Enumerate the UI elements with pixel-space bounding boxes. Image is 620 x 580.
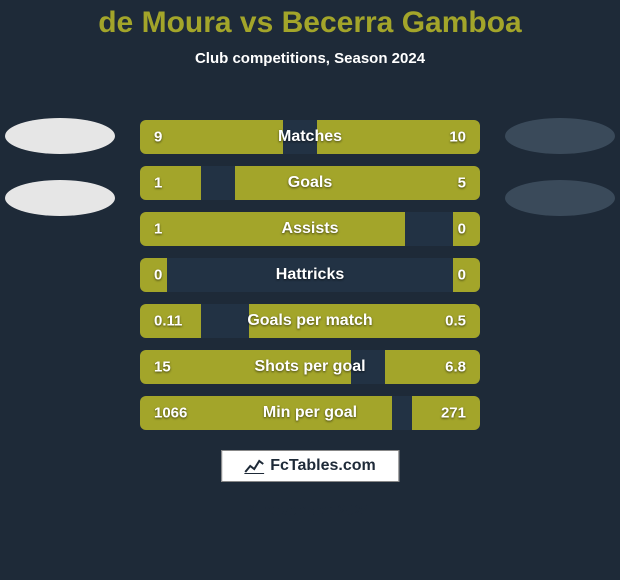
bar-value-left: 9 (154, 129, 162, 146)
bar-value-right: 0.5 (445, 313, 466, 330)
player-right-logos (500, 118, 620, 216)
bar-left (140, 212, 405, 246)
stat-row-1: 1 5 Goals (140, 166, 480, 200)
bar-value-left: 15 (154, 359, 171, 376)
right-ellipse-1 (505, 118, 615, 154)
footer-attribution: FcTables.com (221, 450, 399, 482)
bar-label: Goals (288, 174, 332, 192)
stat-row-0: 9 10 Matches (140, 120, 480, 154)
bar-label: Shots per goal (254, 358, 365, 376)
stat-row-2: 1 0 Assists (140, 212, 480, 246)
bar-value-left: 0.11 (154, 313, 182, 330)
bar-label: Assists (282, 220, 339, 238)
bar-value-left: 1 (154, 175, 162, 192)
bar-value-right: 0 (458, 267, 466, 284)
bar-right (235, 166, 480, 200)
bar-value-right: 271 (441, 405, 466, 422)
left-ellipse-2 (5, 180, 115, 216)
footer-date: 4 november 2024 (249, 502, 371, 519)
bar-value-right: 10 (449, 129, 466, 146)
chart-subtitle: Club competitions, Season 2024 (0, 50, 620, 67)
stat-row-6: 1066 271 Min per goal (140, 396, 480, 430)
stat-row-3: 0 0 Hattricks (140, 258, 480, 292)
comparison-chart: de Moura vs Becerra Gamboa Club competit… (0, 0, 620, 580)
player-left-logos (0, 118, 120, 216)
bar-label: Goals per match (247, 312, 372, 330)
left-ellipse-1 (5, 118, 115, 154)
bar-label: Hattricks (276, 266, 344, 284)
bar-value-left: 0 (154, 267, 162, 284)
bar-value-right: 5 (458, 175, 466, 192)
chart-icon (244, 458, 264, 474)
bar-label: Min per goal (263, 404, 357, 422)
bar-value-right: 6.8 (445, 359, 466, 376)
stat-row-5: 15 6.8 Shots per goal (140, 350, 480, 384)
footer-text: FcTables.com (270, 457, 376, 475)
bar-value-left: 1066 (154, 405, 187, 422)
bar-label: Matches (278, 128, 342, 146)
stat-bars: 910Matches15Goals10Assists00Hattricks0.1… (140, 120, 480, 430)
chart-title: de Moura vs Becerra Gamboa (0, 0, 620, 40)
bar-value-right: 0 (458, 221, 466, 238)
bar-left (140, 166, 201, 200)
bar-value-left: 1 (154, 221, 162, 238)
right-ellipse-2 (505, 180, 615, 216)
stat-row-4: 0.11 0.5 Goals per match (140, 304, 480, 338)
